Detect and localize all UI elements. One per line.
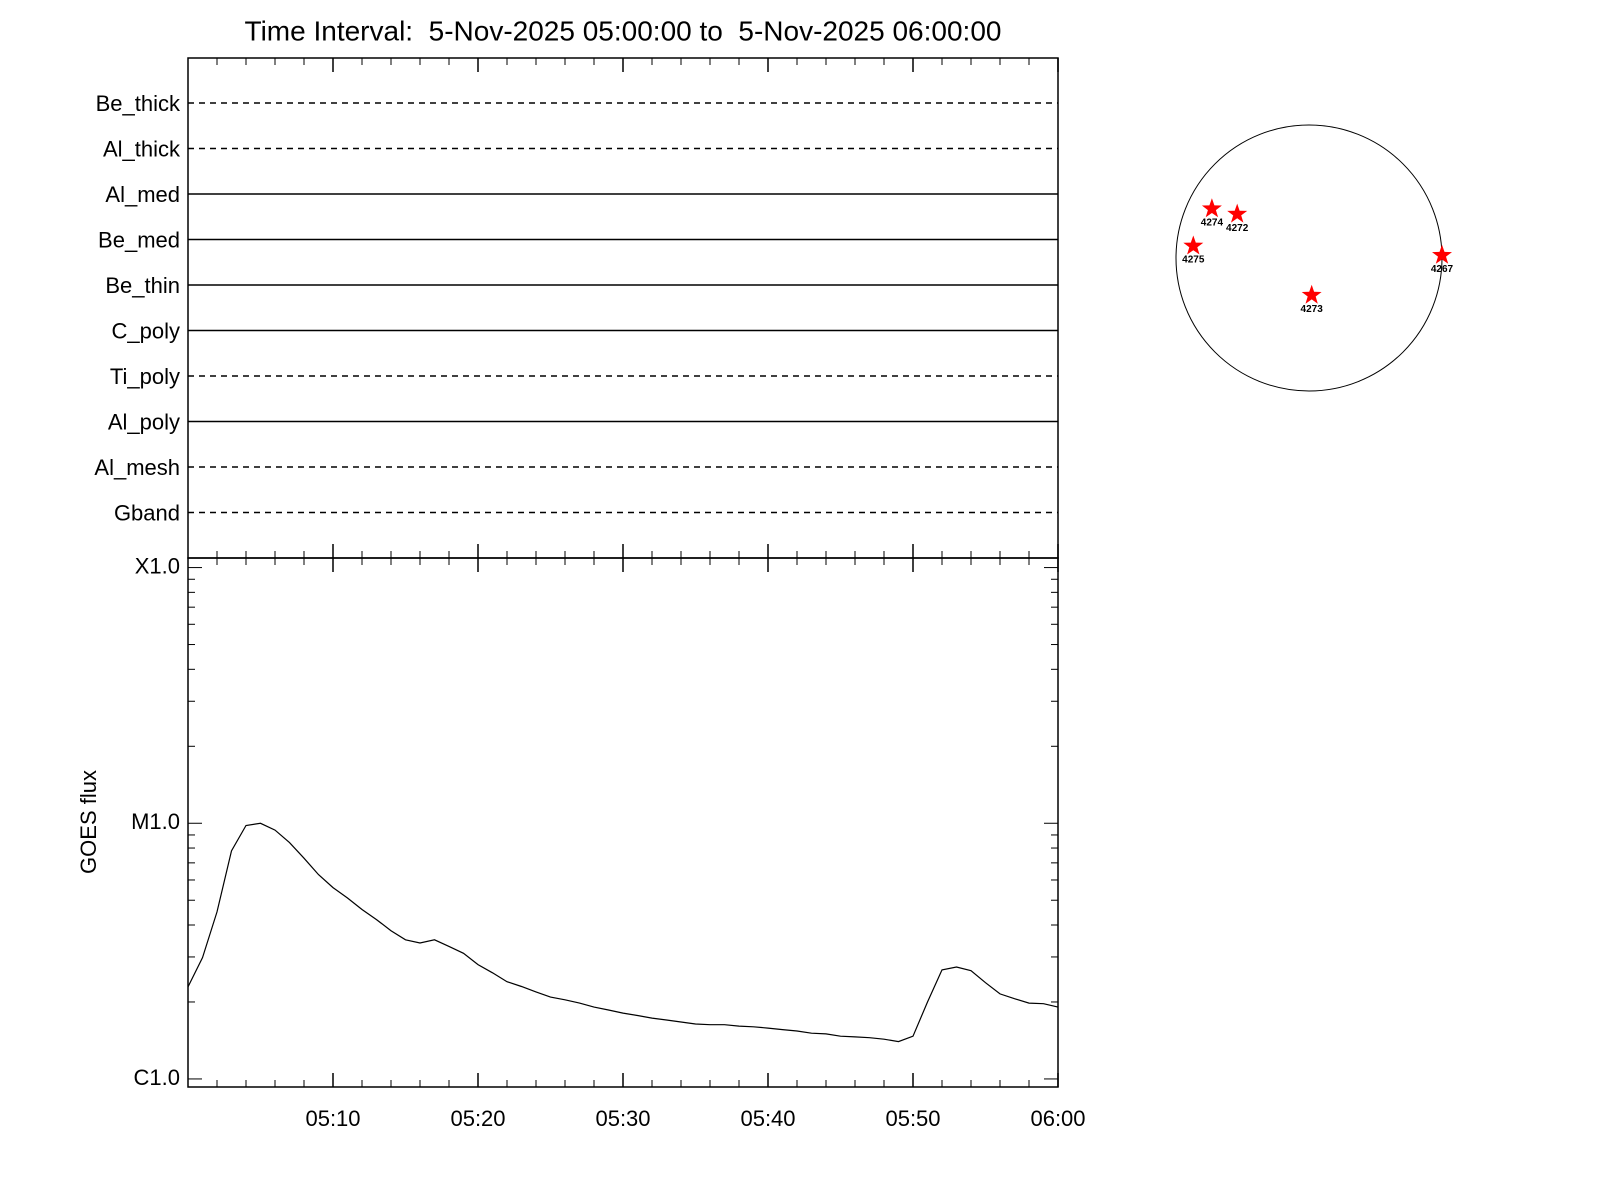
state-label: Be_med: [98, 227, 180, 252]
x-tick-label: 05:40: [740, 1106, 795, 1131]
x-tick-label: 06:00: [1030, 1106, 1085, 1131]
y-tick-label: X1.0: [135, 553, 180, 578]
state-label: C_poly: [112, 318, 180, 343]
state-label: Al_thick: [103, 136, 181, 161]
chart-title: Time Interval: 5-Nov-2025 05:00:00 to 5-…: [245, 15, 1002, 46]
region-star: [1432, 244, 1452, 264]
y-axis-label: GOES flux: [76, 770, 101, 874]
region-label: 4273: [1301, 304, 1324, 315]
y-tick-label: C1.0: [134, 1065, 180, 1090]
x-tick-label: 05:10: [305, 1106, 360, 1131]
x-tick-label: 05:50: [885, 1106, 940, 1131]
region-star: [1301, 284, 1322, 304]
state-label: Al_med: [105, 182, 180, 207]
x-tick-label: 05:20: [450, 1106, 505, 1131]
region-star: [1227, 203, 1248, 223]
y-tick-label: M1.0: [131, 809, 180, 834]
state-label: Al_mesh: [94, 455, 180, 480]
region-label: 4275: [1182, 255, 1205, 266]
flux-line: [187, 822, 1059, 1043]
state-label: Al_poly: [108, 409, 180, 434]
region-star: [1183, 235, 1204, 255]
region-label: 4274: [1201, 217, 1224, 228]
state-label: Be_thick: [96, 91, 181, 116]
state-label: Be_thin: [105, 273, 180, 298]
region-star: [1201, 198, 1222, 218]
state-label: Gband: [114, 500, 180, 525]
region-label: 4267: [1431, 264, 1454, 275]
region-label: 4272: [1226, 223, 1249, 234]
x-tick-label: 05:30: [595, 1106, 650, 1131]
state-label: Ti_poly: [110, 364, 180, 389]
